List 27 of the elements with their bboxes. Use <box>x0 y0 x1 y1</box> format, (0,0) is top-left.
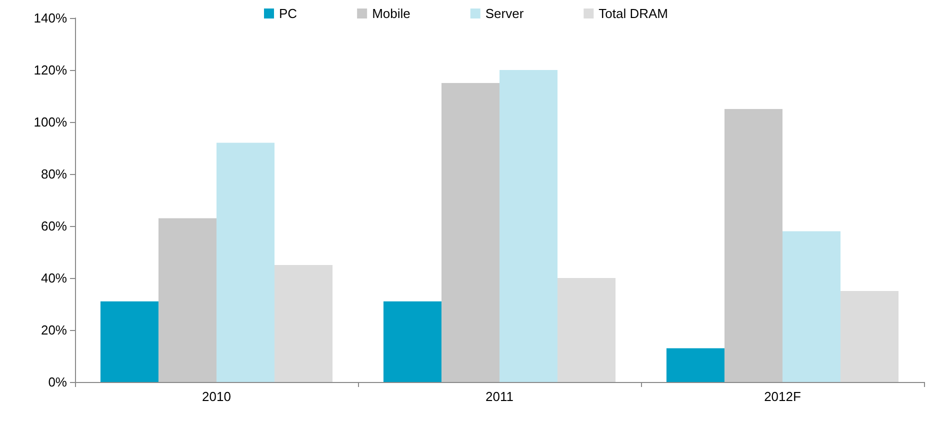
legend-label: PC <box>279 6 298 21</box>
legend-label: Mobile <box>372 6 410 21</box>
legend-label: Server <box>485 6 524 21</box>
x-tick-label: 2012F <box>764 389 801 404</box>
y-tick-label: 100% <box>34 114 68 130</box>
bar <box>782 231 841 382</box>
bar <box>666 348 724 382</box>
y-tick-label: 60% <box>40 218 68 234</box>
bar <box>274 265 333 382</box>
bar <box>500 70 558 382</box>
bar <box>441 83 500 382</box>
bar <box>383 301 442 382</box>
y-tick-label: 20% <box>40 322 68 338</box>
bar <box>840 291 899 382</box>
y-tick-label: 40% <box>40 270 68 286</box>
bar <box>100 301 158 382</box>
bar <box>158 218 216 382</box>
y-tick-label: 120% <box>34 62 68 78</box>
x-tick-label: 2010 <box>202 389 231 404</box>
y-tick-label: 0% <box>48 374 68 390</box>
y-tick-label: 80% <box>40 166 68 182</box>
x-tick-label: 2011 <box>486 389 514 404</box>
legend-label: Total DRAM <box>598 6 668 21</box>
y-tick-label: 140% <box>34 10 68 26</box>
bar <box>558 278 616 382</box>
bar <box>724 109 782 382</box>
bar <box>216 142 275 382</box>
